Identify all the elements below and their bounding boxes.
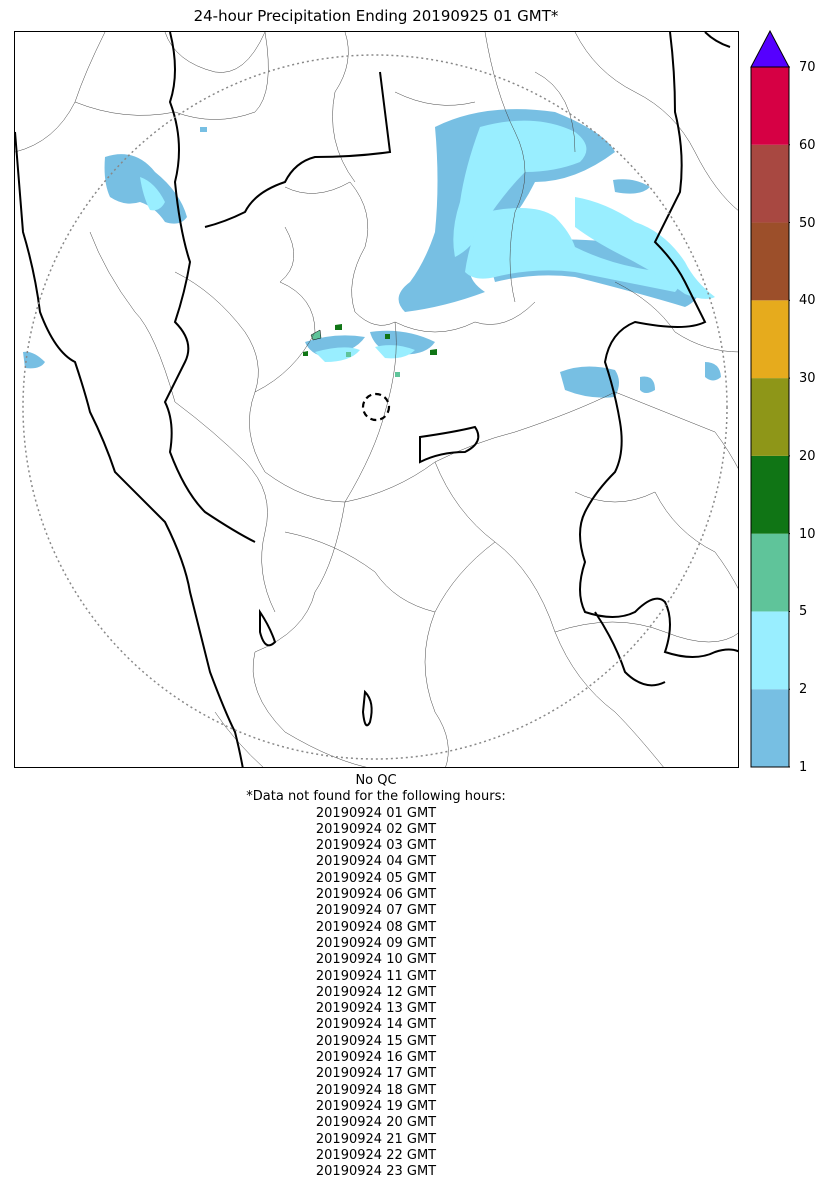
colorbar-tick-label: 20	[799, 448, 816, 464]
map-canvas	[15, 32, 738, 767]
missing-hours-list: 20190924 01 GMT 20190924 02 GMT 20190924 0…	[0, 806, 752, 1181]
map-title: 24-hour Precipitation Ending 20190925 01…	[193, 7, 559, 25]
colorbar	[750, 30, 790, 768]
precip-5-20-cells	[303, 324, 437, 377]
missing-hour-item: 20190924 19 GMT	[315, 1098, 437, 1114]
colorbar-tick-label: 30	[799, 371, 816, 387]
missing-hour-item: 20190924 22 GMT	[315, 1147, 437, 1163]
colorbar-tick-label: 60	[799, 137, 816, 153]
missing-hour-item: 20190924 11 GMT	[315, 968, 437, 984]
radar-range-ring	[22, 54, 728, 760]
missing-hour-item: 20190924 17 GMT	[315, 1066, 437, 1082]
missing-hour-item: 20190924 14 GMT	[315, 1017, 437, 1033]
missing-hour-item: 20190924 03 GMT	[315, 838, 437, 854]
colorbar-tick-label: 50	[799, 215, 816, 231]
notes-block: No QC *Data not found for the following …	[0, 773, 752, 1180]
colorbar-tick-label: 70	[799, 60, 816, 75]
state-boundaries	[15, 32, 738, 767]
missing-hour-item: 20190924 12 GMT	[315, 984, 437, 1000]
precip-1-2-areas	[23, 109, 721, 398]
qc-note: No QC	[355, 773, 397, 788]
missing-hour-item: 20190924 09 GMT	[315, 935, 437, 951]
missing-hour-item: 20190924 01 GMT	[315, 805, 437, 821]
precipitation-map	[14, 31, 739, 768]
colorbar-extend-triangle	[750, 30, 790, 68]
missing-hour-item: 20190924 18 GMT	[315, 1082, 437, 1098]
colorbar-bin	[751, 222, 789, 301]
missing-hour-item: 20190924 21 GMT	[315, 1131, 437, 1147]
colorbar-bin	[751, 144, 789, 223]
missing-hour-item: 20190924 05 GMT	[315, 870, 437, 886]
missing-hour-item: 20190924 06 GMT	[315, 887, 437, 903]
colorbar-bin	[751, 67, 789, 145]
missing-hour-item: 20190924 16 GMT	[315, 1050, 437, 1066]
missing-hour-item: 20190924 08 GMT	[315, 919, 437, 935]
missing-hour-item: 20190924 15 GMT	[315, 1033, 437, 1049]
colorbar-bin	[751, 455, 789, 534]
missing-hour-item: 20190924 10 GMT	[315, 952, 437, 968]
colorbar-bin	[751, 300, 789, 379]
colorbar-bin	[751, 378, 789, 456]
colorbar-tick-label: 1	[799, 760, 808, 775]
radar-site-marker	[361, 392, 391, 422]
colorbar-bin	[751, 689, 789, 767]
missing-hour-item: 20190924 07 GMT	[315, 903, 437, 919]
missing-hour-item: 20190924 20 GMT	[315, 1115, 437, 1131]
colorbar-outline	[750, 66, 790, 768]
precip-2-5-areas	[140, 120, 715, 362]
colorbar-tick-label: 5	[799, 604, 808, 620]
missing-hour-item: 20190924 23 GMT	[315, 1164, 437, 1180]
colorbar-tick-label: 2	[799, 682, 808, 698]
colorbar-bin	[751, 533, 789, 612]
colorbar-bins	[751, 67, 789, 767]
colorbar-bin	[751, 611, 789, 690]
colorbar-tick-label: 10	[799, 526, 816, 542]
missing-hour-item: 20190924 04 GMT	[315, 854, 437, 870]
missing-hour-item: 20190924 13 GMT	[315, 1001, 437, 1017]
colorbar-tick-label: 40	[799, 293, 816, 309]
district-boundaries	[15, 32, 738, 767]
missing-data-header: *Data not found for the following hours:	[246, 789, 506, 805]
missing-hour-item: 20190924 02 GMT	[315, 821, 437, 837]
